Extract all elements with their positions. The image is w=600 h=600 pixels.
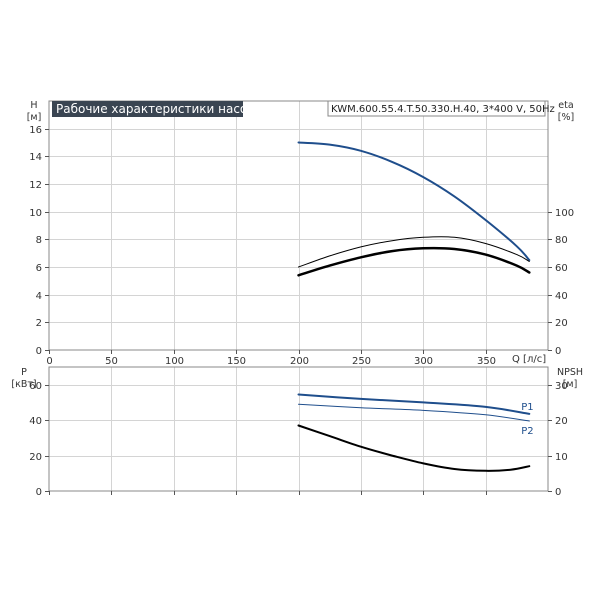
series-line-1 [298, 403, 530, 422]
left-tick-label: 20 [29, 452, 42, 463]
series-line-2 [297, 246, 531, 277]
top-right-tick-labels: 0 20 40 60 80 100 [555, 208, 574, 357]
right-tick-label: 60 [555, 263, 568, 274]
right-axis-unit-npsh: [м] [563, 379, 578, 390]
right-tick-label: 100 [555, 208, 574, 219]
series-label-p1: P1 [521, 402, 533, 413]
left-tick-label: 40 [29, 416, 42, 427]
right-tick-label: 20 [555, 318, 568, 329]
right-tick-label: 20 [555, 416, 568, 427]
left-tick-label: 10 [29, 208, 42, 219]
left-tick-label: 12 [29, 180, 42, 191]
chart-title-box [52, 101, 243, 117]
right-tick-label: 40 [555, 291, 568, 302]
left-tick-label: 2 [36, 318, 42, 329]
head-efficiency-panel: 0 2 4 6 8 10 12 14 16 0 20 40 60 80 100 0 50 100 150 200 2… [27, 100, 575, 367]
right-tick-label: 0 [555, 346, 561, 357]
series-line-0 [297, 393, 531, 415]
model-box [327, 100, 546, 117]
x-tick-label: 0 [46, 356, 52, 367]
top-plot-frame [48, 100, 549, 351]
left-axis-unit-h: [м] [27, 112, 42, 123]
x-axis-label: Q [л/с] [512, 354, 546, 365]
left-tick-label: 0 [36, 487, 42, 498]
top-tick-marks [45, 129, 552, 354]
right-axis-unit-eta: [%] [558, 112, 574, 123]
chart-title: Рабочие характеристики насоса [56, 102, 261, 116]
series-label-p2: P2 [521, 426, 533, 437]
power-npsh-panel: 0 20 40 60 0 10 20 30 P1 P2 P [кВт] NPSH [м] [11, 366, 583, 498]
right-axis-name-npsh: NPSH [557, 367, 583, 378]
left-tick-label: 0 [36, 346, 42, 357]
model-label: KWM.600.55.4.T.50.330.H.40, 3*400 V, 50H… [331, 104, 555, 115]
x-tick-label: 50 [105, 356, 118, 367]
right-tick-label: 10 [555, 452, 568, 463]
x-tick-label: 100 [165, 356, 184, 367]
right-tick-label: 0 [555, 487, 561, 498]
top-series-group [297, 141, 531, 277]
left-tick-label: 4 [36, 291, 42, 302]
left-axis-name-p: P [21, 367, 27, 378]
series-line-1 [298, 236, 530, 268]
bottom-tick-marks [45, 385, 552, 495]
series-line-2 [297, 424, 531, 472]
x-tick-label: 200 [290, 356, 309, 367]
left-tick-label: 6 [36, 263, 42, 274]
left-axis-unit-p: [кВт] [11, 379, 36, 390]
left-tick-label: 8 [36, 235, 42, 246]
bottom-plot-frame [48, 366, 549, 492]
left-tick-label: 14 [29, 152, 42, 163]
bottom-right-tick-labels: 0 10 20 30 [555, 381, 568, 498]
left-tick-label: 60 [29, 381, 42, 392]
x-tick-label: 250 [352, 356, 371, 367]
series-line-0 [297, 141, 531, 262]
right-axis-name-eta: eta [558, 100, 573, 111]
x-tick-label: 300 [414, 356, 433, 367]
top-left-tick-labels: 0 2 4 6 8 10 12 14 16 [29, 125, 42, 357]
left-tick-label: 16 [29, 125, 42, 136]
bottom-series-group: P1 P2 [297, 393, 534, 472]
x-tick-label: 350 [477, 356, 496, 367]
right-tick-label: 30 [555, 381, 568, 392]
right-tick-label: 80 [555, 235, 568, 246]
left-axis-name-h: H [30, 100, 37, 111]
x-tick-label: 150 [227, 356, 246, 367]
top-gridlines [49, 101, 548, 350]
bottom-left-tick-labels: 0 20 40 60 [29, 381, 42, 498]
top-x-tick-labels: 0 50 100 150 200 250 300 350 [46, 356, 496, 367]
